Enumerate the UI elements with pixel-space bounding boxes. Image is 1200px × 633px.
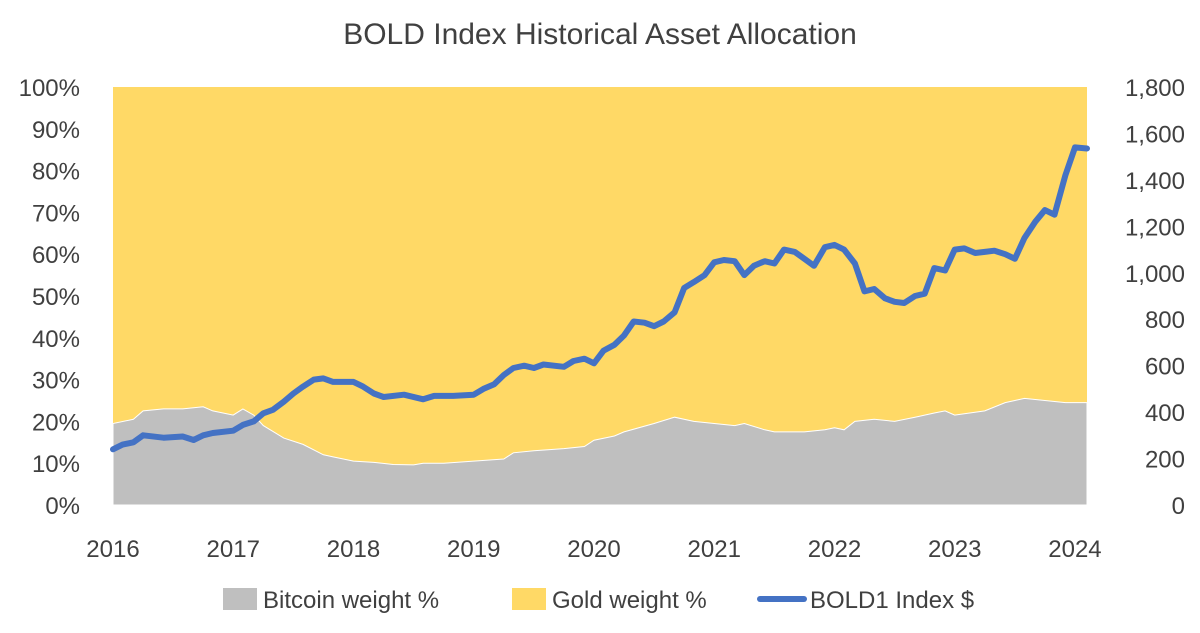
right-tick-label: 1,400: [1125, 168, 1185, 195]
index-line-layer: [110, 144, 1090, 453]
left-tick-label: 40%: [32, 326, 80, 353]
left-axis: 0% 10% 20% 30% 40% 50% 60% 70% 80% 90% 100%: [19, 75, 80, 520]
right-tick-label: 200: [1145, 447, 1185, 474]
x-tick-label: 2022: [808, 536, 861, 563]
x-tick-label: 2023: [928, 536, 981, 563]
x-tick-label: 2021: [688, 536, 741, 563]
bold1-index-line: [110, 144, 1090, 453]
right-tick-label: 1,200: [1125, 214, 1185, 241]
left-tick-label: 80%: [32, 159, 80, 186]
legend-item: BOLD1 Index $: [757, 587, 974, 614]
right-tick-label: 800: [1145, 307, 1185, 334]
right-axis: 0 200 400 600 800 1,000 1,200 1,400 1,600 1,800: [1125, 75, 1185, 520]
left-tick-label: 0%: [45, 493, 80, 520]
right-tick-label: 1,000: [1125, 261, 1185, 288]
right-tick-label: 600: [1145, 354, 1185, 381]
legend-label: BOLD1 Index $: [810, 587, 974, 614]
legend: Bitcoin weight % Gold weight % BOLD1 Index…: [223, 587, 974, 614]
x-tick-label: 2024: [1048, 536, 1101, 563]
left-tick-label: 10%: [32, 451, 80, 478]
legend-label: Bitcoin weight %: [263, 587, 439, 614]
left-tick-label: 20%: [32, 409, 80, 436]
x-tick-label: 2016: [86, 536, 139, 563]
bitcoin-weight-area: [112, 397, 1088, 506]
legend-swatch: [223, 588, 257, 610]
legend-item: Gold weight %: [512, 587, 707, 614]
left-tick-label: 70%: [32, 200, 80, 227]
right-tick-label: 0: [1172, 493, 1185, 520]
right-tick-label: 1,600: [1125, 121, 1185, 148]
x-tick-label: 2019: [447, 536, 500, 563]
right-tick-label: 1,800: [1125, 75, 1185, 102]
left-tick-label: 100%: [19, 75, 80, 102]
x-axis: 2016 2017 2018 2019 2020 2021 2022 2023 2024: [86, 536, 1101, 563]
legend-label: Gold weight %: [552, 587, 707, 614]
chart-title: BOLD Index Historical Asset Allocation: [343, 18, 857, 51]
left-tick-label: 60%: [32, 242, 80, 269]
legend-swatch: [512, 588, 546, 610]
x-tick-label: 2017: [207, 536, 260, 563]
legend-item: Bitcoin weight %: [223, 587, 439, 614]
area-layer: [112, 87, 1088, 506]
left-tick-label: 30%: [32, 368, 80, 395]
right-tick-label: 400: [1145, 400, 1185, 427]
left-tick-label: 90%: [32, 117, 80, 144]
x-tick-label: 2018: [327, 536, 380, 563]
left-tick-label: 50%: [32, 284, 80, 311]
x-tick-label: 2020: [567, 536, 620, 563]
